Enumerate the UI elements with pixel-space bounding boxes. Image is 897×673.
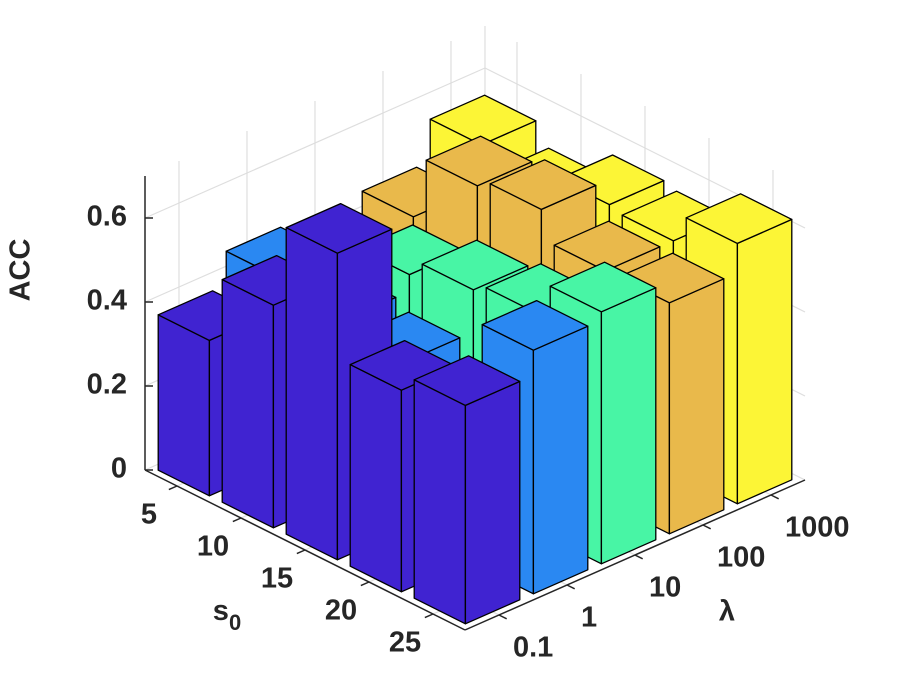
z-tick-label: 0 [111, 453, 127, 485]
bar-side-face [600, 287, 657, 565]
x-tick [360, 581, 370, 587]
bar-side-face [464, 380, 521, 625]
bar-top-face [421, 239, 529, 291]
y-tick [634, 554, 644, 560]
x-tick-label: 25 [389, 627, 421, 659]
y-tick-label: 10 [649, 572, 681, 604]
bar-front-face [157, 314, 211, 497]
y-tick [702, 524, 712, 530]
y-tick [498, 614, 508, 620]
bar-top-face [553, 220, 661, 272]
x-tick [232, 517, 242, 523]
x-tick [424, 613, 434, 619]
bar [413, 355, 521, 625]
bar-side-face [532, 325, 589, 595]
bar-side-face [736, 218, 793, 505]
bar-front-face [349, 363, 403, 593]
bar-top-face [429, 94, 537, 146]
x-tick [296, 549, 306, 555]
x-axis-label: s0 [213, 595, 241, 635]
z-tick-label: 0.6 [87, 201, 127, 233]
x-tick-label: 20 [325, 595, 357, 627]
x-tick [168, 485, 178, 491]
x-tick-label: 15 [261, 563, 293, 595]
y-tick-label: 100 [717, 542, 765, 574]
bar-top-face [685, 193, 793, 245]
y-tick-label: 1 [581, 602, 597, 634]
y-tick [770, 494, 780, 500]
bar-front-face [285, 226, 339, 561]
z-tick-label: 0.4 [87, 285, 127, 317]
bar-side-face [668, 278, 725, 535]
x-tick-label: 10 [197, 531, 229, 563]
x-axis-label-main: s [213, 595, 229, 627]
y-axis-label: λ [719, 596, 735, 628]
bar-top-face [425, 135, 533, 187]
bar-top-face [549, 261, 657, 313]
bar-top-face [489, 159, 597, 211]
bar-front-face [413, 379, 467, 625]
z-axis-label: ACC [5, 239, 37, 302]
y-tick [566, 584, 576, 590]
y-tick-label: 1000 [785, 512, 850, 544]
z-tick-label: 0.2 [87, 369, 127, 401]
bar-front-face [221, 278, 275, 529]
bar-top-face [285, 202, 393, 254]
bar-top-face [481, 299, 589, 351]
x-tick-label: 5 [141, 499, 157, 531]
x-axis-label-subscript: 0 [229, 610, 241, 635]
y-tick-label: 0.1 [513, 632, 553, 664]
bar-top-face [413, 355, 521, 407]
